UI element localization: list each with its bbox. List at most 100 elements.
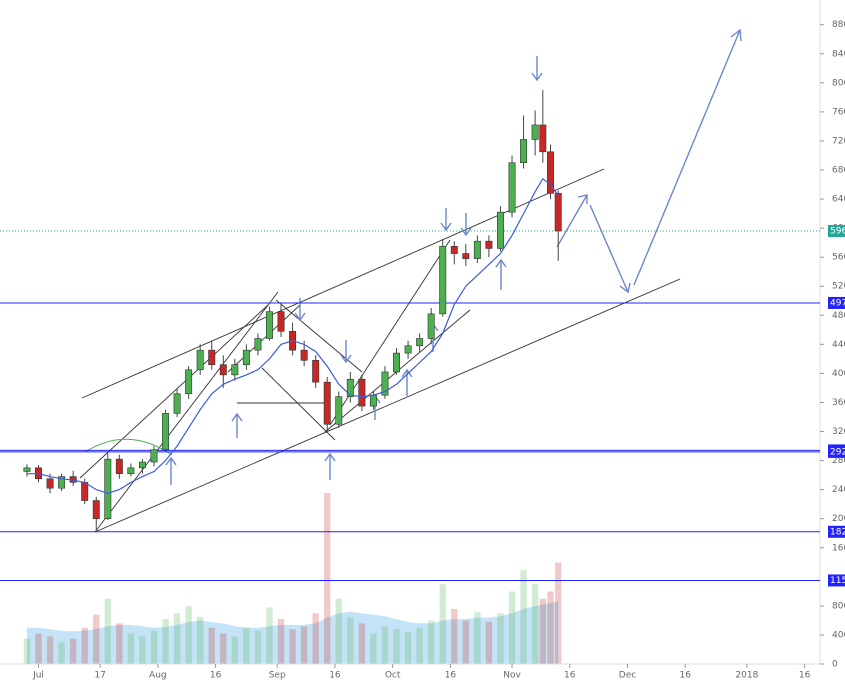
y2-tick-label: 0	[832, 660, 838, 670]
candle-body	[450, 245, 458, 254]
volume-bar	[531, 584, 539, 664]
volume-bar	[439, 584, 446, 664]
volume-bar	[381, 626, 389, 664]
candle-body	[439, 245, 447, 315]
y-tick-label: 720	[832, 136, 845, 146]
candle-body	[312, 360, 320, 383]
x-tick-label: 16	[329, 671, 341, 681]
volume-bar	[300, 626, 308, 664]
level-label: 115	[830, 576, 845, 586]
y-tick-label: 240	[832, 485, 845, 495]
x-tick-label: 16	[799, 671, 811, 681]
candle-body	[485, 240, 493, 249]
volume-bar	[46, 636, 54, 664]
volume-bar	[35, 633, 42, 664]
volume-bar	[116, 623, 123, 664]
volume-bar	[243, 627, 250, 664]
candle-body	[196, 349, 204, 371]
y-tick-label: 560	[832, 253, 845, 263]
candle-body	[208, 349, 216, 365]
last-price-label: 596	[830, 227, 845, 237]
y-tick-label: 640	[832, 195, 845, 205]
volume-bar	[185, 606, 192, 664]
candle-body	[300, 349, 308, 361]
volume-bar	[404, 632, 412, 664]
volume-bar	[277, 619, 285, 664]
candle-body	[473, 240, 481, 259]
candle-body	[127, 467, 135, 474]
volume-bar	[150, 630, 158, 664]
volume-bar	[485, 621, 493, 664]
candle-body	[381, 371, 389, 396]
candle-body	[323, 381, 331, 425]
last-price-box	[828, 225, 845, 238]
candle-body	[427, 313, 435, 339]
volume-bar	[208, 627, 215, 664]
volume-bar	[547, 591, 554, 664]
candle-body	[266, 311, 273, 339]
volume-bar	[393, 629, 400, 664]
candle-body	[369, 394, 377, 407]
level-label: 182	[830, 527, 845, 537]
volume-bar	[462, 620, 469, 664]
candle-body	[185, 369, 193, 395]
y-tick-label: 840	[832, 49, 845, 59]
x-tick-label: 16	[564, 671, 576, 681]
volume-bar	[58, 642, 65, 664]
volume-bar	[254, 630, 262, 664]
volume-bar	[312, 613, 319, 664]
candle-body	[531, 124, 539, 140]
candle-body	[162, 413, 170, 450]
candle-body	[277, 311, 285, 332]
candle-body	[554, 192, 562, 232]
volume-bar	[520, 569, 527, 664]
candle-body	[335, 396, 343, 425]
candle-body	[138, 461, 146, 469]
candle-body	[92, 500, 100, 520]
volume-bar	[104, 598, 111, 664]
candle-body	[547, 151, 554, 194]
x-tick-label: 16	[680, 671, 692, 681]
x-tick-label: Oct	[385, 671, 401, 681]
candle-body	[346, 378, 354, 397]
volume-bar	[220, 633, 227, 664]
y-tick-label: 160	[832, 543, 845, 553]
moving-average-line	[26, 177, 559, 494]
candle-body	[23, 467, 31, 472]
volume-bar	[451, 608, 458, 664]
y-tick-label: 520	[832, 282, 845, 292]
candle-body	[508, 162, 516, 213]
candle-body	[150, 449, 158, 463]
candle-body	[58, 476, 66, 489]
y-tick-label: 680	[832, 165, 845, 175]
volume-bar	[266, 607, 273, 664]
annotations	[79, 28, 742, 533]
y2-tick-label: 800	[832, 602, 845, 612]
candle-body	[462, 253, 470, 259]
level-box	[828, 445, 845, 458]
candle-body	[46, 478, 54, 489]
candle-body	[104, 458, 112, 520]
volume-bar	[427, 620, 435, 664]
background-layer	[23, 492, 562, 664]
candle-body	[393, 352, 401, 373]
level-box	[828, 574, 845, 587]
x-tick-label: Jul	[32, 671, 44, 681]
candle-body	[404, 345, 412, 354]
y-tick-label: 480	[832, 311, 845, 321]
volume-bar	[539, 598, 546, 664]
volume-bar	[508, 591, 516, 664]
candle-body	[254, 338, 262, 351]
candle-body	[219, 364, 227, 376]
candle-body	[496, 211, 504, 249]
x-tick-label: 2018	[735, 671, 758, 681]
y2-tick-label: 400	[832, 631, 845, 641]
volume-bar	[93, 614, 100, 664]
level-box	[828, 525, 845, 538]
x-tick-label: 17	[94, 671, 105, 681]
volume-bar	[324, 492, 331, 664]
volume-bar	[162, 619, 169, 664]
volume-bar	[69, 638, 77, 664]
